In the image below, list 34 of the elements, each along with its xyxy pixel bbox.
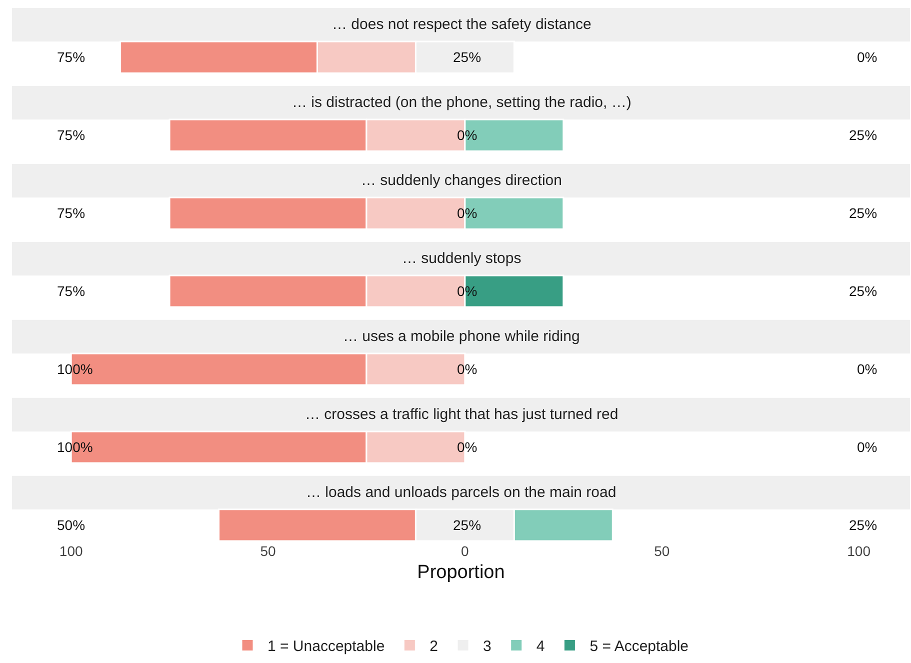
legend-label: 5 = Acceptable bbox=[590, 638, 689, 656]
y-tick-label: … is distracted (on the phone, setting the radio, …) bbox=[292, 94, 632, 111]
annotation: 25% bbox=[849, 205, 878, 221]
legend-label: 1 = Unacceptable bbox=[268, 638, 385, 656]
legend-label: 3 bbox=[483, 638, 492, 656]
x-tick-label: 50 bbox=[260, 543, 276, 559]
x-tick-label: 100 bbox=[847, 543, 871, 559]
x-axis-title: Proportion bbox=[417, 562, 505, 583]
annotation: 75% bbox=[57, 205, 86, 221]
annotation: 0% bbox=[857, 361, 878, 377]
x-tick-label: 50 bbox=[654, 543, 670, 559]
legend-label: 4 bbox=[536, 638, 545, 656]
y-tick-label: … suddenly changes direction bbox=[361, 172, 562, 189]
y-tick-label: … loads and unloads parcels on the main road bbox=[306, 484, 616, 501]
annotation: 25% bbox=[453, 517, 482, 533]
annotation: 0% bbox=[857, 439, 878, 455]
legend-label: 2 bbox=[430, 638, 438, 656]
annotation: 75% bbox=[57, 127, 86, 143]
annotation: 0% bbox=[857, 49, 878, 65]
x-tick-label: 0 bbox=[461, 543, 470, 559]
annotation: 75% bbox=[57, 49, 86, 65]
y-tick-label: … does not respect the safety distance bbox=[332, 16, 592, 33]
y-tick-label: … uses a mobile phone while riding bbox=[343, 328, 580, 345]
annotation: 25% bbox=[849, 283, 878, 299]
y-tick-label: … crosses a traffic light that has just turned red bbox=[305, 406, 618, 423]
annotation: 50% bbox=[57, 517, 86, 533]
annotation: 25% bbox=[453, 49, 482, 65]
y-tick-label: … suddenly stops bbox=[402, 250, 522, 267]
annotation: 25% bbox=[849, 127, 878, 143]
annotation: 25% bbox=[849, 517, 878, 533]
annotation: 0% bbox=[457, 439, 478, 455]
x-tick-label: 100 bbox=[59, 543, 83, 559]
annotation: 75% bbox=[57, 283, 86, 299]
annotation: 0% bbox=[457, 361, 478, 377]
